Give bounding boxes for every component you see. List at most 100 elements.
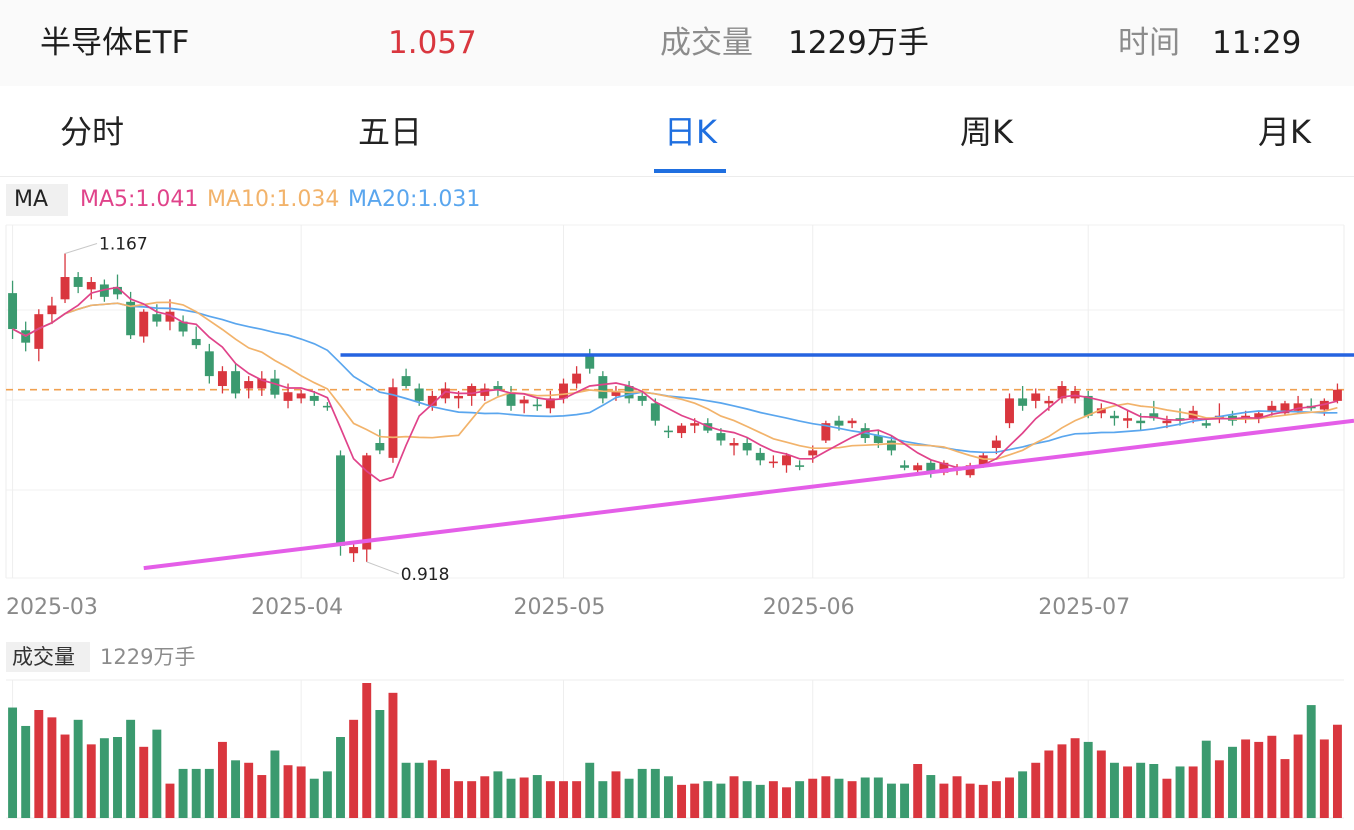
volume-indicator-button[interactable]: 成交量 [6,642,90,672]
volume-bar [1201,740,1211,818]
candle-body [454,395,464,399]
candle-body [637,395,647,401]
volume-bar [1214,760,1224,818]
x-tick-label: 2025-05 [514,595,606,620]
candle-body [782,455,791,466]
tab-intraday[interactable]: 分时 [60,113,125,151]
candle-body [545,398,555,409]
candle-body [795,465,805,467]
volume-bar [493,771,503,818]
volume-bar [1070,738,1080,818]
volume-bar [375,710,385,818]
ma20-line [12,302,1338,454]
tab-monthly-k[interactable]: 月K [1258,113,1311,151]
candle-body [1149,413,1159,419]
candle-body [572,373,582,384]
candle-body [480,388,490,396]
volume-bar [742,781,752,818]
volume-bar [782,787,791,818]
volume-bar [1149,764,1159,818]
volume-bar [1136,762,1146,818]
volume-bar [532,775,542,818]
volume-bar [1188,766,1198,818]
volume-bar [913,764,923,818]
volume-bar [545,781,555,818]
candle-body [834,420,844,426]
ma10-legend: MA10:1.034 [207,187,340,212]
volume-bar [690,783,700,818]
candle-body [309,395,319,401]
candle-body [414,388,424,401]
volume-bar [1267,735,1277,818]
volume-bar [611,771,621,818]
volume-bar [860,777,870,818]
ma-indicator-button[interactable]: MA [6,184,68,216]
volume-bar [637,768,647,818]
candle-body [283,392,293,401]
volume-bar [204,768,214,818]
volume-bar [847,781,857,818]
candle-body [139,311,149,337]
tab-weekly-k[interactable]: 周K [960,113,1013,151]
volume-bar [821,776,831,818]
tab-five-day[interactable]: 五日 [358,113,423,151]
volume-bar [34,710,44,818]
high-price-label: 1.167 [99,234,148,254]
volume-bar [1228,746,1237,818]
candle-body [1162,420,1172,424]
candle-body [1031,393,1041,401]
volume-bar [270,750,280,818]
candle-body [165,311,175,322]
volume-bar [60,734,70,818]
time-label: 时间 [1118,25,1180,61]
volume-bar [165,783,175,818]
x-tick-label: 2025-06 [763,595,855,620]
candle-body [47,305,57,315]
candle-body [900,465,910,468]
volume-bar [244,762,254,818]
candle-body [1044,400,1054,404]
volume-bar [21,725,31,818]
volume-bar [1123,766,1133,818]
period-tabs: 分时 五日 日K 周K 月K [0,88,1354,177]
candle-body [821,423,831,441]
volume-bar [480,776,490,818]
volume-bar [795,781,805,818]
volume-bar [178,768,188,818]
volume-bar [427,760,437,818]
low-price-label: 0.918 [401,565,450,585]
volume-bar [309,778,319,818]
candle-body [257,378,267,389]
candle-body [1018,398,1028,406]
volume-bar [362,683,372,818]
volume-bar [1293,734,1303,818]
volume-bar [663,776,673,818]
candles [8,253,1342,562]
candle-body [847,420,857,424]
volume-bar [624,778,634,818]
volume-bar [47,717,57,818]
volume-bar [926,775,936,818]
candle-body [152,314,162,322]
volume-bar [257,775,267,818]
extreme-pointer [366,561,399,575]
candle-body [585,355,595,369]
volume-legend-value: 1229万手 [100,645,196,669]
ma5-line [12,286,1338,483]
volume-bar [454,781,464,818]
volume-bar [296,766,306,818]
tab-daily-k[interactable]: 日K [664,113,717,151]
volume-bar [768,781,778,818]
candle-body [86,281,96,290]
candle-body [1201,423,1211,426]
candle-body [559,383,568,399]
volume-bar [1057,744,1067,818]
candle-body [506,393,516,406]
volume-bar [1018,771,1028,818]
volume-bar [1241,739,1251,818]
candle-body [663,430,673,433]
candle-body [270,378,280,395]
volume-bar [939,783,949,818]
volume-bar [231,760,241,818]
